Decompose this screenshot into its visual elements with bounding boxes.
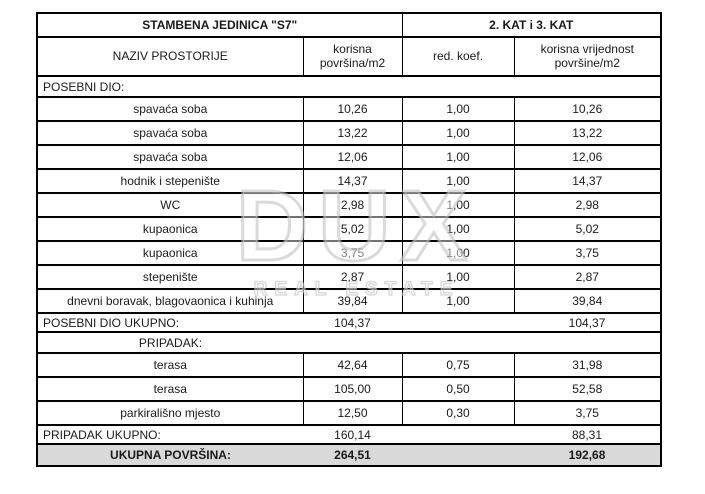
subtotal-coef — [402, 312, 515, 333]
area-cell: 14,37 — [302, 168, 403, 194]
subtotal-area: 160,14 — [303, 424, 403, 445]
grand-total-row: UKUPNA POVRŠINA: 264,51 192,68 — [37, 443, 662, 467]
subtotal-row-posebni-dio: POSEBNI DIO UKUPNO: 104,37 104,37 — [37, 312, 662, 333]
room-name-cell: spavaća soba — [36, 96, 304, 122]
table-row: spavaća soba 12,06 1,00 12,06 — [36, 144, 662, 170]
coef-cell: 1,00 — [401, 192, 515, 218]
table-row: stepenište 2,87 1,00 2,87 — [36, 264, 662, 290]
table-row: parkirališno mjesto 12,50 0,30 3,75 — [36, 400, 662, 426]
empty-cell — [303, 331, 403, 354]
table-row: dnevni boravak, blagovaonica i kuhinja 3… — [36, 288, 662, 314]
area-cell: 3,75 — [302, 240, 403, 266]
table-header-row: STAMBENA JEDINICA "S7" 2. KAT i 3. KAT — [36, 12, 662, 38]
room-name-cell: dnevni boravak, blagovaonica i kuhinja — [36, 288, 304, 314]
room-name-cell: terasa — [36, 376, 304, 402]
table-row: spavaća soba 13,22 1,00 13,22 — [36, 120, 662, 146]
room-name-cell: kupaonica — [36, 216, 304, 242]
table-row: kupaonica 5,02 1,00 5,02 — [36, 216, 662, 242]
area-cell: 2,87 — [302, 264, 403, 290]
room-name-cell: spavaća soba — [36, 120, 304, 146]
table-row: terasa 42,64 0,75 31,98 — [36, 352, 662, 378]
value-cell: 5,02 — [513, 216, 662, 242]
room-name-cell: WC — [36, 192, 304, 218]
area-cell: 13,22 — [302, 120, 403, 146]
empty-cell — [402, 331, 515, 354]
unit-title: STAMBENA JEDINICA "S7" — [36, 12, 403, 38]
value-cell: 13,22 — [513, 120, 662, 146]
table-row: kupaonica 3,75 1,00 3,75 — [36, 240, 662, 266]
table-row: terasa 105,00 0,50 52,58 — [36, 376, 662, 402]
coef-cell: 1,00 — [401, 240, 515, 266]
area-cell: 12,06 — [302, 144, 403, 170]
floor-title: 2. KAT i 3. KAT — [401, 12, 662, 38]
col-header-usable-value: korisna vrijednost površine/m2 — [513, 36, 662, 77]
area-calculation-table: STAMBENA JEDINICA "S7" 2. KAT i 3. KAT N… — [36, 12, 663, 467]
area-cell: 105,00 — [302, 376, 403, 402]
section-label: PRIPADAK: — [37, 331, 303, 354]
coef-cell: 1,00 — [401, 264, 515, 290]
coef-cell: 1,00 — [401, 288, 515, 314]
subtotal-coef — [402, 424, 515, 445]
value-cell: 10,26 — [513, 96, 662, 122]
room-name-cell: hodnik i stepenište — [36, 168, 304, 194]
column-header-row: NAZIV PROSTORIJE korisna površina/m2 red… — [36, 36, 662, 77]
value-cell: 52,58 — [513, 376, 662, 402]
area-cell: 5,02 — [302, 216, 403, 242]
coef-cell: 1,00 — [401, 144, 515, 170]
coef-cell: 0,50 — [401, 376, 515, 402]
table-row: WC 2,98 1,00 2,98 — [36, 192, 662, 218]
coef-cell: 0,30 — [401, 400, 515, 426]
value-cell: 14,37 — [513, 168, 662, 194]
subtotal-label: PRIPADAK UKUPNO: — [37, 424, 303, 445]
section-label: POSEBNI DIO: — [37, 75, 662, 98]
subtotal-label: POSEBNI DIO UKUPNO: — [37, 312, 303, 333]
subtotal-value: 104,37 — [514, 312, 662, 333]
value-cell: 3,75 — [513, 400, 662, 426]
col-header-room-name: NAZIV PROSTORIJE — [36, 36, 304, 77]
coef-cell: 1,00 — [401, 216, 515, 242]
value-cell: 12,06 — [513, 144, 662, 170]
room-name-cell: terasa — [36, 352, 304, 378]
area-cell: 39,84 — [302, 288, 403, 314]
coef-cell: 1,00 — [401, 96, 515, 122]
grand-total-label: UKUPNA POVRŠINA: — [37, 443, 303, 467]
room-name-cell: spavaća soba — [36, 144, 304, 170]
room-name-cell: kupaonica — [36, 240, 304, 266]
subtotal-area: 104,37 — [303, 312, 403, 333]
col-header-usable-area: korisna površina/m2 — [302, 36, 403, 77]
col-header-coefficient: red. koef. — [401, 36, 515, 77]
room-name-cell: stepenište — [36, 264, 304, 290]
value-cell: 2,87 — [513, 264, 662, 290]
value-cell: 39,84 — [513, 288, 662, 314]
value-cell: 31,98 — [513, 352, 662, 378]
area-cell: 2,98 — [302, 192, 403, 218]
section-row-pripadak: PRIPADAK: — [37, 331, 662, 354]
table-row: hodnik i stepenište 14,37 1,00 14,37 — [36, 168, 662, 194]
table-row: spavaća soba 10,26 1,00 10,26 — [36, 96, 662, 122]
coef-cell: 1,00 — [401, 120, 515, 146]
subtotal-value: 88,31 — [514, 424, 662, 445]
subtotal-row-pripadak: PRIPADAK UKUPNO: 160,14 88,31 — [37, 424, 662, 445]
grand-total-coef — [402, 443, 515, 467]
room-name-cell: parkirališno mjesto — [36, 400, 304, 426]
value-cell: 3,75 — [513, 240, 662, 266]
section-row-posebni-dio: POSEBNI DIO: — [37, 75, 662, 98]
grand-total-value: 192,68 — [514, 443, 662, 467]
value-cell: 2,98 — [513, 192, 662, 218]
grand-total-area: 264,51 — [303, 443, 403, 467]
coef-cell: 0,75 — [401, 352, 515, 378]
area-cell: 42,64 — [302, 352, 403, 378]
area-cell: 12,50 — [302, 400, 403, 426]
empty-cell — [514, 331, 662, 354]
coef-cell: 1,00 — [401, 168, 515, 194]
area-cell: 10,26 — [302, 96, 403, 122]
